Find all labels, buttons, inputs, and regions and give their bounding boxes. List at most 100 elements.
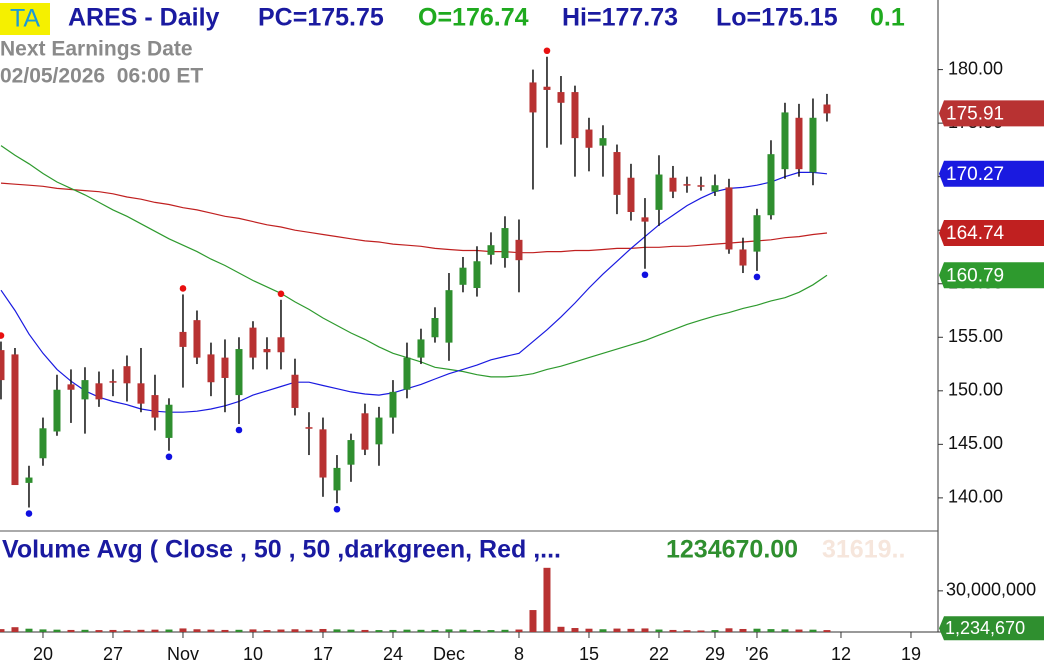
- candle-body: [669, 177, 677, 192]
- volume-bar: [95, 630, 103, 632]
- symbol: TA: [10, 5, 40, 33]
- x-tick-label: 17: [313, 644, 333, 664]
- volume-bar: [137, 629, 145, 632]
- x-tick-label: 29: [705, 644, 725, 664]
- candle-body: [599, 138, 607, 146]
- pivot-high-dot: [543, 47, 551, 55]
- volume-bar: [487, 630, 495, 632]
- header: TA ARES - Daily PC=175.75 O=176.74 Hi=17…: [0, 3, 905, 35]
- volume-bar: [585, 628, 593, 632]
- volume-bar: [627, 628, 635, 632]
- candle-body: [333, 467, 341, 491]
- candle-body: [795, 117, 803, 170]
- candle-body: [81, 380, 89, 400]
- volume-average-box: [939, 616, 1044, 641]
- volume-bar: [39, 629, 47, 632]
- candle-body: [627, 177, 635, 212]
- candle-body: [53, 389, 61, 432]
- candle-body: [431, 318, 439, 338]
- candle-body: [25, 477, 33, 483]
- volume-bar: [235, 629, 243, 632]
- candle-body: [613, 152, 621, 195]
- volume-bar: [109, 629, 117, 632]
- candle-body: [473, 261, 481, 289]
- volume-bar: [53, 629, 61, 632]
- volume-bar: [361, 629, 369, 632]
- symbol-box: [0, 3, 50, 35]
- candle-body: [459, 267, 467, 285]
- ma-value-tag: 160.79: [946, 265, 1004, 286]
- volume-bar: [263, 630, 271, 632]
- low-text: Lo=175.15: [716, 4, 838, 32]
- x-tick-label: 12: [831, 644, 851, 664]
- volume-bar: [333, 629, 341, 632]
- title: ARES - Daily: [68, 4, 220, 32]
- volume-bar: [375, 630, 383, 632]
- pivot-low-dot: [641, 271, 649, 279]
- change-text: 0.1: [870, 4, 905, 32]
- pivot-low-dot: [333, 505, 341, 513]
- candle-body: [739, 249, 747, 266]
- moving-average-line: [0, 182, 828, 254]
- volume-bar: [557, 626, 565, 632]
- pivot-low-dot: [165, 453, 173, 461]
- candle-body: [781, 112, 789, 170]
- candle-body: [305, 427, 313, 429]
- volume-bar: [515, 629, 523, 632]
- volume-bar: [179, 628, 187, 632]
- volume-y-tick-label: 30,000,000: [946, 580, 1036, 600]
- last-price-tag-box: [939, 100, 1044, 127]
- volume-bar: [207, 629, 215, 632]
- earnings-date: 02/05/2026 06:00 ET: [0, 65, 203, 88]
- open-text: O=176.74: [418, 4, 529, 32]
- candle-body: [291, 374, 299, 408]
- candle-body: [809, 117, 817, 173]
- candle-body: [347, 440, 355, 465]
- moving-average-line: [0, 171, 828, 413]
- pivot-high-dot: [0, 332, 5, 339]
- volume-bar: [795, 629, 803, 632]
- candle-body: [375, 417, 383, 445]
- volume-bar: [0, 629, 5, 632]
- volume-bar: [669, 629, 677, 632]
- candle-body: [487, 245, 495, 255]
- candle-body: [529, 82, 537, 113]
- candle-body: [683, 184, 691, 186]
- high-text: Hi=177.73: [562, 4, 678, 32]
- volume-bar: [403, 629, 411, 632]
- volume-bar: [753, 628, 761, 632]
- candle-body: [277, 337, 285, 353]
- candle-body: [263, 349, 271, 353]
- volume-bar: [151, 629, 159, 632]
- x-tick-label: 10: [243, 644, 263, 664]
- candle-body: [445, 290, 453, 343]
- volume-bar: [473, 629, 481, 632]
- pivot-low-dot: [753, 273, 761, 281]
- volume-bar: [655, 629, 663, 632]
- axes: 140.00145.00150.00155.00160.00165.00170.…: [33, 58, 1044, 664]
- volume-bar: [599, 629, 607, 632]
- volume-bar: [823, 630, 831, 632]
- volume-bar: [543, 567, 551, 632]
- candle-body: [137, 383, 145, 404]
- volume-bar: [445, 629, 453, 632]
- candle-body: [207, 354, 215, 383]
- x-tick-label: Dec: [433, 644, 465, 664]
- prev-close: PC=175.75: [258, 4, 384, 32]
- x-tick-label: 27: [103, 644, 123, 664]
- x-tick-label: 8: [514, 644, 524, 664]
- x-tick-label: 24: [383, 644, 403, 664]
- candle-body: [753, 215, 761, 252]
- candle-body: [501, 228, 509, 259]
- candle-body: [109, 381, 117, 383]
- last-price-tag: 175.91: [946, 103, 1004, 124]
- volume-bar: [501, 629, 509, 632]
- candle-body: [571, 92, 579, 139]
- volume-bar: [613, 628, 621, 632]
- volume-bar: [683, 630, 691, 632]
- y-tick-label: 145.00: [948, 433, 1003, 453]
- candle-body: [95, 383, 103, 400]
- pivot-low-dot: [235, 426, 243, 434]
